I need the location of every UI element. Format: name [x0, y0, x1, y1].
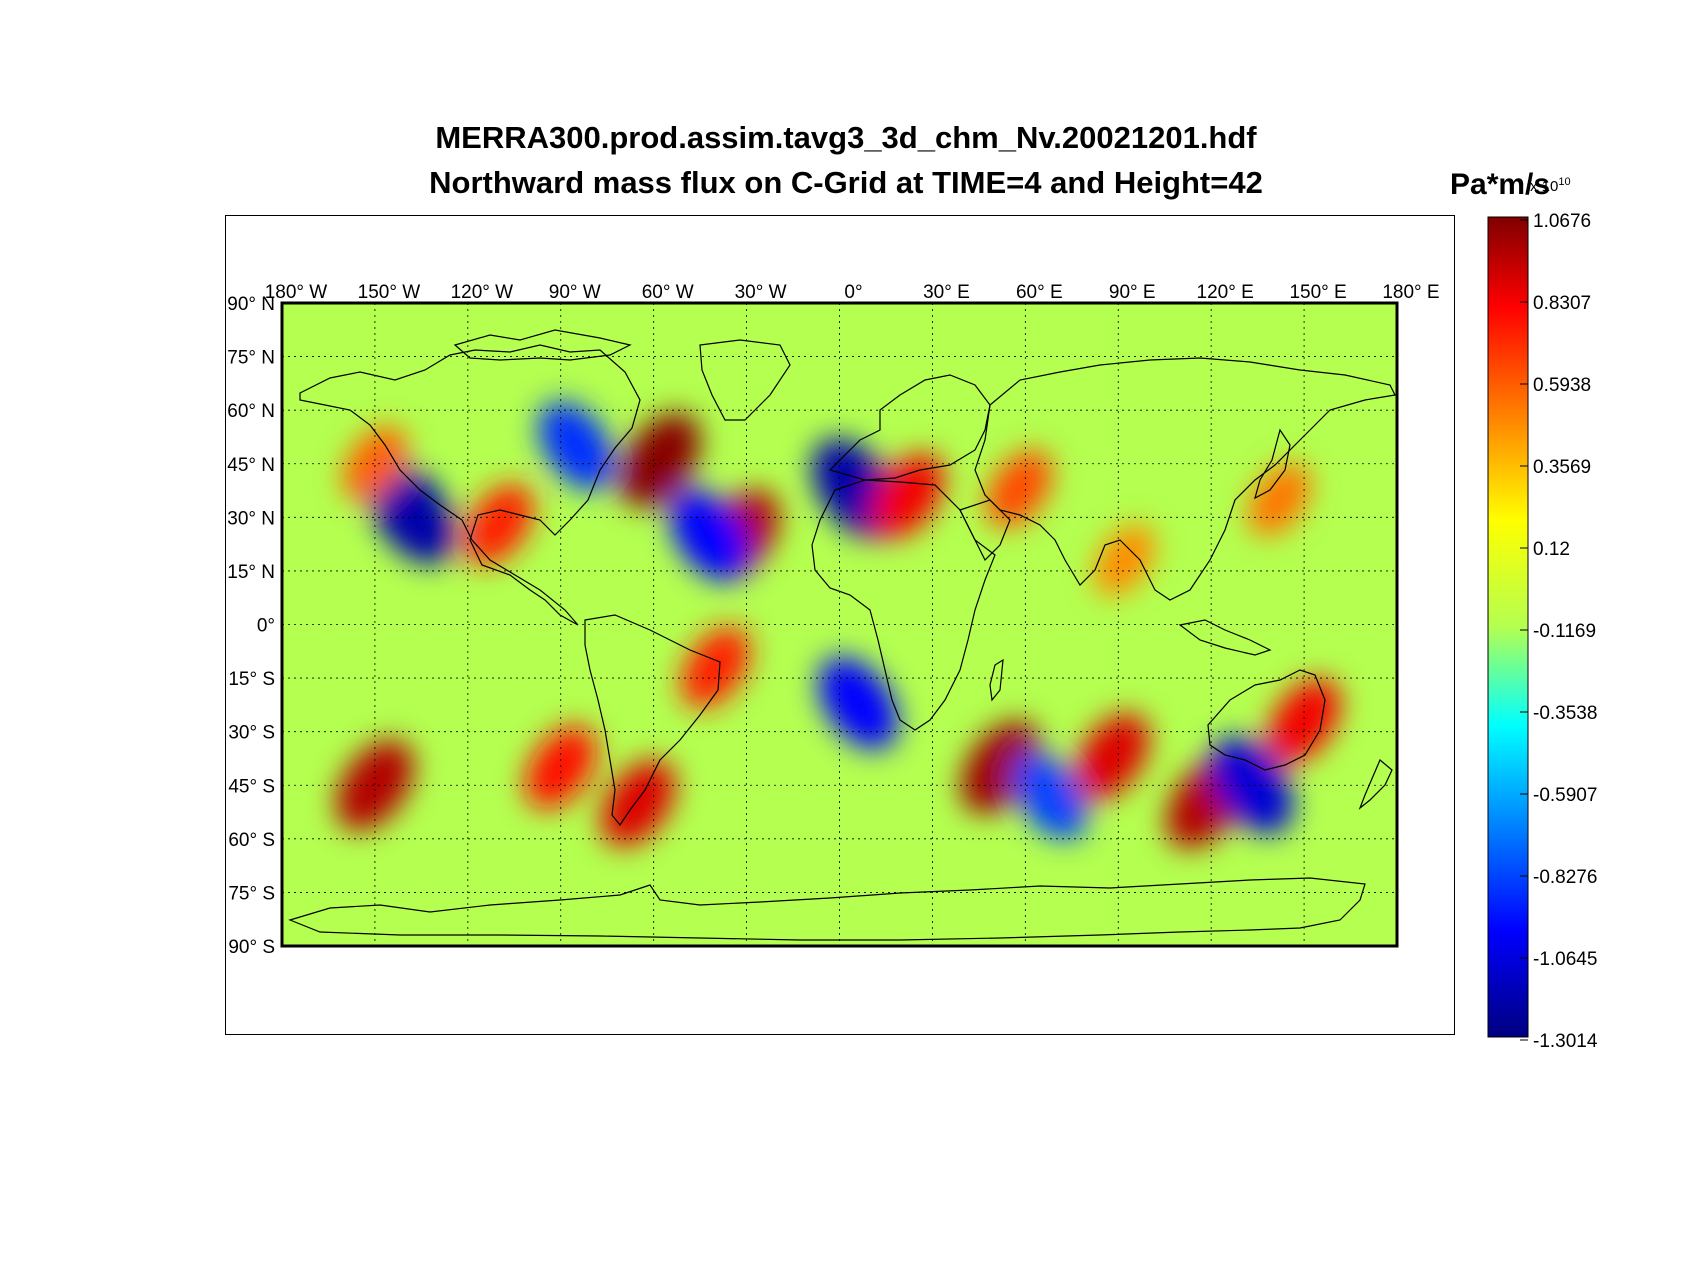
lat-tick-label: 75° N	[227, 348, 275, 369]
flux-feature-10	[336, 739, 414, 831]
flux-feature-14	[818, 656, 898, 750]
colorbar-tick-label: -1.0645	[1533, 949, 1597, 970]
lon-tick-label: 150° E	[1289, 282, 1346, 303]
coast-new-zealand	[1358, 759, 1393, 810]
coast-japan	[1254, 428, 1291, 500]
coast-africa	[811, 479, 996, 731]
coast-south-america	[584, 614, 721, 827]
lat-tick-label: 30° S	[228, 723, 275, 744]
colorbar-tick-label: 0.5938	[1533, 375, 1591, 396]
lon-tick-label: 0°	[844, 282, 862, 303]
colorbar-tick-label: 0.3569	[1533, 457, 1591, 478]
map-border	[280, 301, 1399, 948]
lat-tick-label: 30° N	[227, 508, 275, 529]
lon-tick-label: 30° E	[923, 282, 970, 303]
coast-north-america	[299, 344, 641, 626]
lon-tick-label: 120° W	[451, 282, 514, 303]
colorbar-tick-label: -0.8276	[1533, 867, 1597, 888]
flux-feature-22	[1094, 524, 1155, 596]
lon-tick-label: 90° E	[1109, 282, 1156, 303]
coastlines	[288, 329, 1396, 941]
colorbar-tick-label: -0.3538	[1533, 703, 1597, 724]
lat-tick-label: 90° S	[228, 937, 275, 958]
coast-australia	[1207, 669, 1326, 771]
lon-tick-label: 120° E	[1197, 282, 1254, 303]
colorbar-tick-label: -1.3014	[1533, 1031, 1598, 1052]
coast-greenland	[699, 339, 791, 421]
coast-arctic-islands	[453, 329, 632, 361]
colorbar-ticks: 1.0676 0.8307 0.5938 0.3569 0.12 -0.1169 -0.35…	[1520, 211, 1598, 1052]
flux-feature-20	[1267, 678, 1341, 764]
flux-feature-7	[986, 450, 1053, 528]
flux-feature-9	[342, 426, 407, 502]
flux-feature-19	[1210, 736, 1293, 834]
longitude-tick-labels: 180° W 150° W 120° W 90° W 60° W 30° W 0° 30° E…	[265, 282, 1440, 303]
lon-tick-label: 30° W	[735, 282, 787, 303]
lat-tick-label: 90° N	[227, 294, 275, 315]
flux-feature-8	[464, 484, 534, 565]
colorbar-multiplier: x 1010	[1530, 176, 1571, 195]
plot-title-line-2: Northward mass flux on C-Grid at TIME=4 …	[429, 165, 1263, 200]
colorbar	[1487, 216, 1529, 1038]
coast-se-asia-islands	[1178, 619, 1272, 656]
flux-feature-2	[619, 412, 701, 508]
lat-tick-label: 60° S	[228, 830, 275, 851]
flux-feature-16	[1012, 752, 1088, 840]
colorbar-tick-label: 0.8307	[1533, 293, 1591, 314]
flux-feature-1	[538, 401, 615, 491]
lon-tick-label: 90° W	[549, 282, 601, 303]
colorbar-tick-label: 0.12	[1533, 539, 1570, 560]
lat-tick-label: 45° N	[227, 455, 275, 476]
colorbar-tick-label: 1.0676	[1533, 211, 1591, 232]
latitude-tick-labels: 90° N 75° N 60° N 45° N 30° N 15° N 0° 15° S 30°…	[227, 294, 275, 958]
lon-tick-label: 60° E	[1016, 282, 1063, 303]
coast-antarctica	[288, 877, 1366, 941]
flux-feature-11	[525, 725, 597, 809]
graticule	[282, 303, 1397, 946]
flux-feature-17	[1074, 713, 1150, 801]
coast-asia	[974, 357, 1396, 601]
colorbar-tick-label: -0.1169	[1533, 621, 1596, 642]
colorbar-exponent: 10	[1558, 176, 1571, 188]
lon-tick-label: 150° W	[358, 282, 421, 303]
lat-tick-label: 75° S	[228, 883, 275, 904]
colorbar-units: Pa*m/s	[1450, 168, 1551, 201]
colorbar-tick-label: -0.5907	[1533, 785, 1597, 806]
lat-tick-label: 45° S	[228, 776, 275, 797]
coast-arabia	[959, 499, 1011, 562]
flux-feature-0	[368, 463, 456, 565]
flux-feature-13	[681, 626, 751, 708]
lat-tick-label: 60° N	[227, 401, 275, 422]
lon-tick-label: 180° W	[265, 282, 328, 303]
flux-feature-4	[669, 488, 750, 582]
plot-title-line-1: MERRA300.prod.assim.tavg3_3d_chm_Nv.2002…	[435, 120, 1257, 155]
colorbar-multiplier-text: x 10	[1530, 178, 1559, 195]
lat-tick-label: 15° N	[227, 562, 275, 583]
flux-feature-21	[1248, 462, 1311, 536]
lon-tick-label: 60° W	[642, 282, 694, 303]
coast-europe	[828, 374, 991, 481]
coast-madagascar	[989, 658, 1004, 702]
lat-tick-label: 15° S	[228, 669, 275, 690]
lat-tick-label: 0°	[257, 616, 275, 637]
lon-tick-label: 180° E	[1382, 282, 1439, 303]
